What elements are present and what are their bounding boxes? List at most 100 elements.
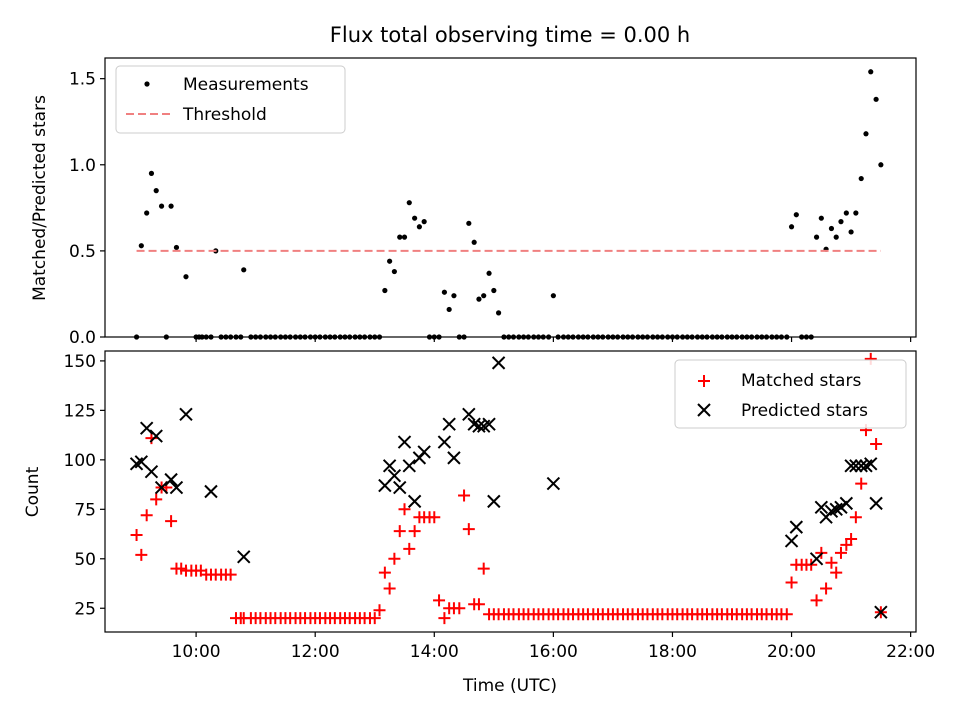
measurement-point bbox=[873, 96, 879, 102]
x-tick-label: 14:00 bbox=[410, 642, 459, 662]
matched-star-point bbox=[458, 489, 471, 502]
measurement-point bbox=[401, 234, 408, 240]
y-tick-label: 0.0 bbox=[69, 328, 96, 348]
x-tick-label: 16:00 bbox=[529, 642, 578, 662]
predicted-star-point bbox=[169, 480, 184, 495]
predicted-star-point bbox=[407, 494, 422, 509]
matched-star-point bbox=[845, 532, 858, 545]
predicted-star-point bbox=[844, 459, 858, 473]
predicted-star-point bbox=[814, 500, 829, 515]
matched-star-point bbox=[870, 438, 883, 451]
x-tick-label: 18:00 bbox=[648, 642, 697, 662]
matched-star-point bbox=[785, 576, 798, 589]
measurement-point bbox=[421, 219, 427, 225]
measurement-point bbox=[868, 69, 874, 75]
top-legend-box bbox=[115, 65, 346, 134]
matched-star-point bbox=[834, 546, 847, 559]
matched-star-point bbox=[477, 562, 490, 575]
measurement-point bbox=[491, 287, 497, 294]
matched-star-point bbox=[472, 598, 485, 611]
measurement-point bbox=[153, 188, 159, 194]
predicted-star-point bbox=[164, 472, 178, 487]
predicted-star-point bbox=[417, 445, 431, 459]
predicted-star-point bbox=[462, 407, 476, 422]
measurement-point bbox=[853, 210, 859, 216]
x-axis-label: Time (UTC) bbox=[462, 676, 557, 696]
matched-star-point bbox=[140, 509, 153, 522]
top-y-axis-label: Matched/Predicted stars bbox=[30, 95, 50, 301]
measurement-point bbox=[168, 203, 174, 209]
predicted-star-point bbox=[869, 496, 883, 511]
measurement-point bbox=[495, 310, 502, 316]
y-tick-label: 75 bbox=[74, 500, 96, 520]
measurement-point bbox=[848, 229, 854, 235]
predicted-star-point bbox=[134, 455, 149, 469]
predicted-star-point bbox=[442, 417, 456, 431]
predicted-star-point bbox=[546, 476, 561, 491]
measurement-point bbox=[486, 270, 492, 276]
predicted-star-point bbox=[149, 429, 163, 443]
matched-star-point bbox=[130, 529, 143, 542]
measurement-point bbox=[387, 258, 393, 264]
measurement-point bbox=[550, 293, 556, 299]
matched-star-point bbox=[453, 602, 466, 615]
measurement-point bbox=[391, 268, 397, 275]
matched-star-point bbox=[383, 582, 396, 595]
matched-star-point bbox=[150, 493, 163, 506]
measurement-point bbox=[818, 215, 824, 221]
predicted-star-point bbox=[139, 421, 154, 435]
bottom-axis-ticks: 25 50 75 100 125 150 10:00 12:00 14:00 16:00 18:00… bbox=[64, 352, 936, 662]
measurement-point bbox=[481, 293, 487, 299]
predicted-star-point bbox=[437, 435, 452, 449]
matched-star-point bbox=[428, 511, 441, 524]
measurement-point bbox=[173, 244, 180, 251]
measurement-point bbox=[148, 170, 155, 176]
predicted-star-point bbox=[472, 419, 486, 433]
predicted-star-point bbox=[129, 457, 144, 471]
matched-star-point bbox=[398, 503, 411, 516]
predicted-star-point bbox=[144, 465, 159, 479]
bottom-axes-frame bbox=[104, 350, 917, 633]
matched-star-point bbox=[165, 515, 178, 528]
y-tick-label: 1.0 bbox=[69, 156, 96, 176]
predicted-star-point bbox=[447, 451, 461, 465]
matched-star-point bbox=[408, 525, 421, 538]
predicted-star-point bbox=[839, 496, 854, 511]
measurement-point bbox=[138, 243, 144, 249]
measurement-point bbox=[451, 293, 457, 299]
legend-matched-label: Matched stars bbox=[741, 371, 861, 391]
matched-star-point bbox=[135, 548, 148, 561]
measurement-point bbox=[406, 200, 412, 206]
predicted-star-point bbox=[387, 468, 402, 483]
predicted-star-point bbox=[864, 457, 878, 471]
predicted-star-point bbox=[397, 435, 412, 449]
y-tick-label: 0.5 bbox=[69, 242, 96, 262]
x-tick-label: 12:00 bbox=[291, 642, 340, 662]
bottom-legend: Matched stars Predicted stars bbox=[674, 359, 907, 429]
measurement-point bbox=[382, 287, 388, 294]
predicted-star-point bbox=[784, 534, 799, 548]
legend-threshold-label: Threshold bbox=[182, 105, 267, 125]
y-tick-label: 25 bbox=[74, 599, 96, 619]
y-tick-label: 50 bbox=[74, 550, 96, 570]
predicted-star-point bbox=[154, 480, 169, 495]
predicted-star-point bbox=[179, 407, 193, 422]
measurement-point bbox=[446, 306, 452, 313]
measurement-point bbox=[158, 203, 165, 209]
measurement-point bbox=[878, 162, 884, 168]
matched-star-point bbox=[825, 556, 838, 569]
y-tick-label: 1.5 bbox=[69, 70, 96, 90]
matched-star-point bbox=[433, 594, 446, 607]
legend-measurements-label: Measurements bbox=[183, 75, 309, 95]
matched-star-point bbox=[373, 604, 386, 617]
predicted-star-point bbox=[789, 520, 804, 534]
predicted-star-point bbox=[809, 552, 824, 566]
bottom-panel: 25 50 75 100 125 150 10:00 12:00 14:00 16:00 18:00… bbox=[23, 350, 936, 696]
measurement-point bbox=[183, 274, 189, 280]
matched-star-point bbox=[855, 477, 868, 490]
measurement-point bbox=[843, 210, 849, 216]
predicted-star-point bbox=[491, 356, 506, 370]
y-tick-label: 125 bbox=[64, 401, 96, 421]
predicted-star-point bbox=[393, 480, 407, 495]
bottom-plot-marks bbox=[129, 352, 888, 625]
